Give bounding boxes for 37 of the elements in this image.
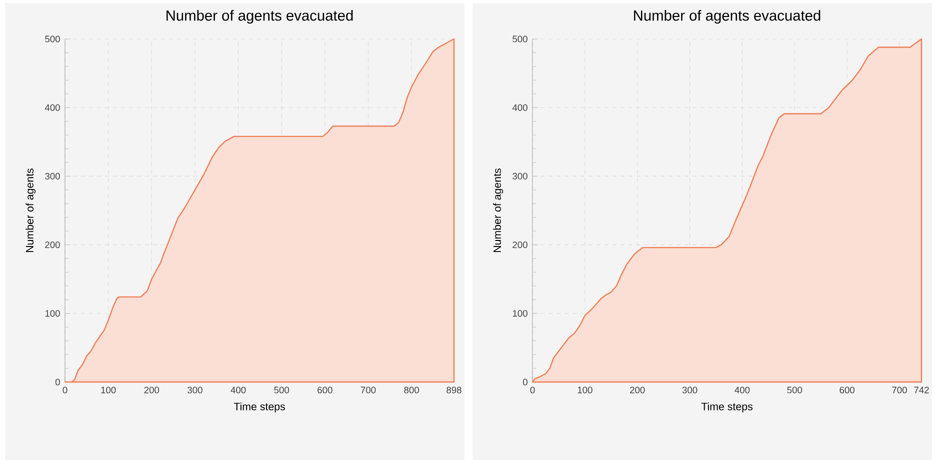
y-tick-label: 500 [45, 36, 60, 42]
x-tick-label: 600 [318, 386, 332, 394]
x-tick-label: 300 [188, 386, 202, 394]
y-tick-label: 400 [512, 104, 528, 111]
y-tick-label: 100 [45, 310, 60, 317]
y-tick-label: 500 [512, 36, 528, 42]
x-axis-title: Time steps [701, 402, 752, 412]
x-tick-label: 100 [101, 386, 116, 394]
y-tick-label: 0 [55, 378, 60, 386]
x-tick-label: 700 [892, 386, 907, 394]
x-tick-label: 700 [360, 386, 376, 394]
x-tick-label: 200 [144, 386, 160, 394]
y-tick-label: 200 [512, 242, 528, 248]
y-tick-label: 300 [512, 172, 528, 180]
chart-title: Number of agents evacuated [634, 10, 820, 24]
y-tick-label: 400 [44, 104, 60, 111]
y-tick-label: 200 [45, 242, 60, 248]
x-tick-label: 600 [840, 386, 854, 394]
x-tick-label: 800 [404, 386, 419, 394]
x-tick-label: 400 [230, 386, 246, 394]
y-tick-label: 0 [522, 378, 528, 386]
x-tick-label: 742 [914, 386, 929, 394]
x-tick-label: 0 [530, 386, 535, 394]
x-tick-label: 898 [446, 386, 462, 394]
x-tick-label: 100 [578, 386, 592, 394]
x-tick-label: 300 [682, 386, 698, 394]
chart-title: Number of agents evacuated [166, 10, 353, 24]
y-axis-title: Number of agents [493, 168, 504, 252]
x-tick-label: 500 [787, 386, 802, 394]
x-tick-label: 500 [274, 386, 290, 394]
y-tick-label: 100 [512, 310, 528, 317]
x-tick-label: 200 [630, 386, 645, 394]
x-axis-title: Time steps [234, 402, 285, 412]
x-tick-label: 0 [62, 386, 68, 394]
x-tick-label: 400 [734, 386, 750, 394]
y-axis-title: Number of agents [26, 168, 36, 252]
y-tick-label: 300 [45, 172, 60, 180]
